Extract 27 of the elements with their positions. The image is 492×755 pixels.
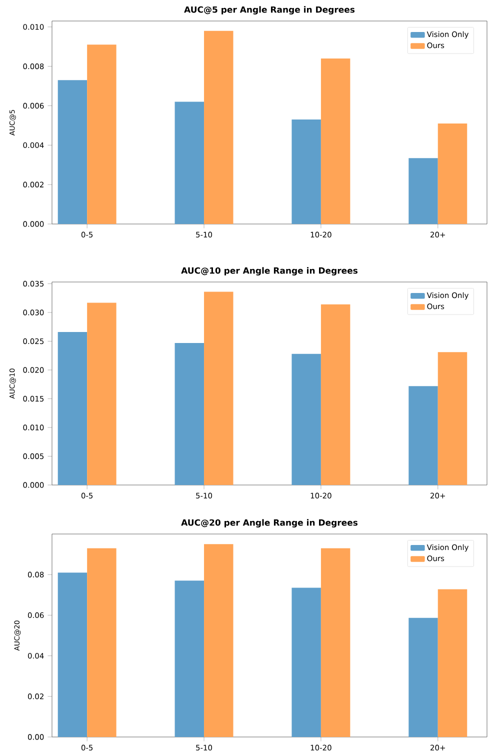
bar [174,342,204,485]
bar [174,580,204,737]
bar [292,588,321,737]
bar [320,548,350,737]
bar [174,102,204,224]
bar [292,120,321,224]
bar [87,302,116,485]
bar [58,572,88,737]
bar [408,158,438,224]
bar [58,80,88,224]
bar [438,123,468,224]
bar [320,58,350,224]
bar [438,352,468,485]
bar [408,618,438,737]
bar [204,30,234,224]
chart-title: AUC@10 per Angle Range in Degrees [181,267,358,276]
bar [204,292,234,485]
bar [292,354,321,485]
chart-title: AUC@5 per Angle Range in Degrees [184,6,355,14]
bar [438,589,468,737]
bar [204,544,234,737]
bar [408,386,438,485]
bar [87,44,116,224]
bar [320,304,350,485]
chart-title: AUC@20 per Angle Range in Degrees [181,519,358,528]
bar [58,332,88,485]
bar [87,548,116,737]
